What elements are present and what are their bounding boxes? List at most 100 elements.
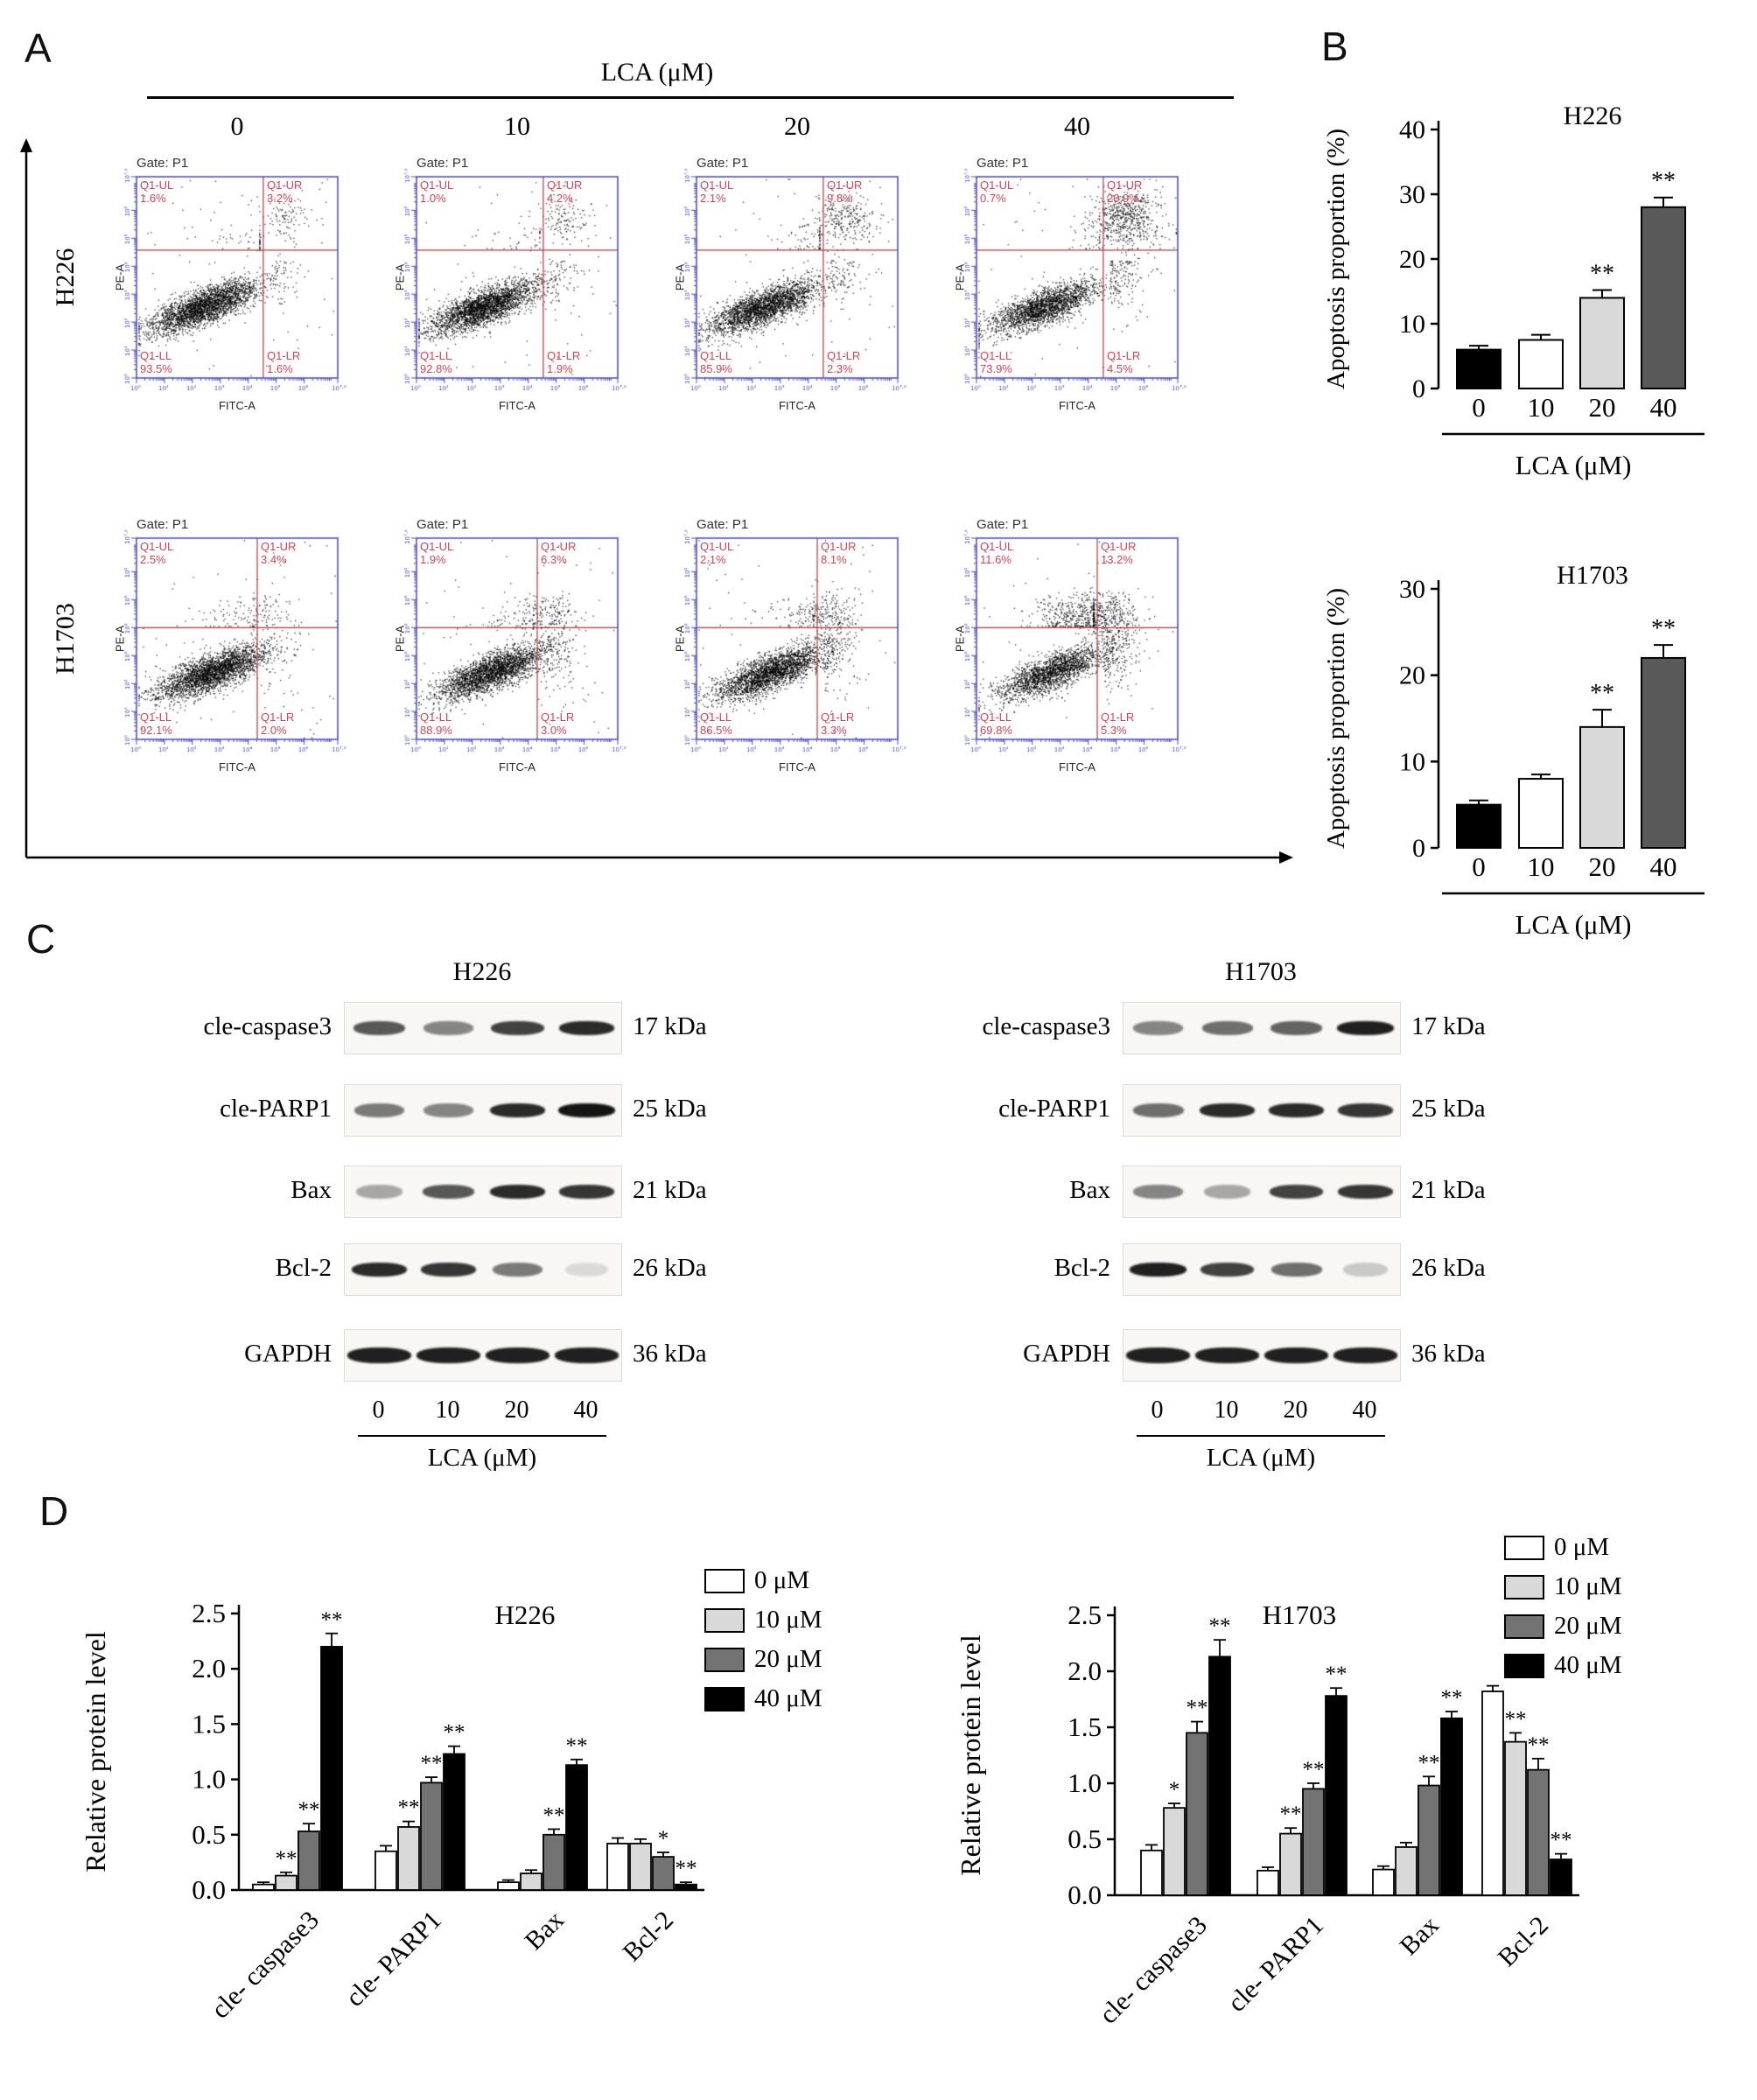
band bbox=[1133, 1021, 1183, 1035]
chart-title: H226 bbox=[1564, 102, 1622, 130]
y-tick-label: 0.5 bbox=[192, 1819, 226, 1850]
bar bbox=[1279, 1832, 1302, 1896]
band bbox=[424, 1103, 473, 1117]
blot-H226-Bcl-2 bbox=[344, 1243, 622, 1296]
quadrant-label: Q1-UL 11.6% bbox=[980, 540, 1014, 566]
quadrant-label: Q1-UR 4.2% bbox=[547, 178, 583, 205]
x-tick-label: 10 bbox=[1528, 851, 1555, 882]
kda-label: 17 kDa bbox=[1411, 1012, 1486, 1040]
bar bbox=[374, 1850, 397, 1891]
category-label: cle- PARP1 bbox=[340, 1906, 447, 2012]
legend-swatch bbox=[1504, 1654, 1544, 1678]
pe-a-axis-label: PE-A bbox=[673, 625, 687, 653]
bar bbox=[629, 1843, 652, 1891]
band bbox=[559, 1185, 614, 1199]
quadrant-label: Q1-UR 3.4% bbox=[261, 540, 297, 566]
flow-scatter-canvas bbox=[96, 510, 376, 773]
band bbox=[1337, 1021, 1394, 1035]
lane-label: 10 bbox=[1214, 1396, 1239, 1424]
gate-label: Gate: P1 bbox=[416, 156, 469, 171]
bar bbox=[1641, 656, 1686, 849]
flow-plot-H226-20uM: Gate: P1 Q1-UL 2.1% Q1-UR 9.8% Q1-LL 85.9% Q1-L… bbox=[656, 149, 936, 424]
bar bbox=[606, 1843, 629, 1891]
blot-H226-Bax bbox=[344, 1166, 622, 1218]
fitc-a-axis-label: FITC-A bbox=[1059, 760, 1096, 774]
significance: ** bbox=[1590, 261, 1614, 288]
flow-scatter-canvas bbox=[96, 149, 376, 411]
band bbox=[490, 1021, 545, 1035]
lane-label: 0 bbox=[1151, 1396, 1164, 1424]
kda-label: 17 kDa bbox=[633, 1012, 707, 1040]
legend-label: 40 μM bbox=[754, 1684, 822, 1712]
legend-swatch bbox=[1504, 1614, 1544, 1639]
kda-label: 21 kDa bbox=[1411, 1176, 1486, 1204]
gate-label: Gate: P1 bbox=[416, 517, 469, 532]
category-label: cle- caspase3 bbox=[206, 1906, 325, 2025]
lane-label: 20 bbox=[504, 1396, 529, 1424]
quadrant-label: Q1-LR 3.3% bbox=[821, 710, 855, 737]
flow-scatter-canvas bbox=[936, 149, 1216, 411]
quadrant-label: Q1-LL 93.5% bbox=[140, 349, 172, 375]
y-axis-label: Relative protein level bbox=[955, 1634, 986, 1876]
legend-label: 40 μM bbox=[1554, 1651, 1622, 1679]
apoptosis-chart-h1703: Apoptosis proportion (%) 0 10 20 30 H1703 0 10 *… bbox=[1322, 561, 1704, 940]
panel-a-axis-arrows bbox=[20, 138, 1293, 864]
quadrant-label: Q1-UR 6.3% bbox=[541, 540, 577, 566]
fitc-a-axis-label: FITC-A bbox=[499, 399, 536, 412]
flow-scatter-canvas bbox=[376, 149, 656, 411]
band bbox=[489, 1103, 546, 1117]
category-label: Bcl-2 bbox=[617, 1906, 678, 1967]
flow-plot-H226-0uM: Gate: P1 Q1-UL 1.6% Q1-UR 3.2% Q1-LL 93.5% Q1-L… bbox=[96, 149, 376, 424]
pe-a-axis-label: PE-A bbox=[673, 263, 687, 291]
bar bbox=[252, 1883, 275, 1891]
x-axis-label: LCA (μM) bbox=[1516, 909, 1632, 940]
protein-level-chart-h1703: Relative protein level 0.0 0.5 1.0 1.5 2.0 2.5… bbox=[955, 1533, 1622, 2029]
quadrant-label: Q1-LL 69.8% bbox=[980, 710, 1012, 737]
band bbox=[558, 1021, 615, 1035]
bar bbox=[1641, 206, 1686, 389]
fitc-a-axis-label: FITC-A bbox=[779, 760, 816, 774]
significance: ** bbox=[1441, 1686, 1463, 1710]
significance: ** bbox=[1280, 1802, 1302, 1826]
blot-H1703-GAPDH bbox=[1123, 1329, 1401, 1382]
significance: ** bbox=[1651, 615, 1676, 642]
category-label: Bcl-2 bbox=[1492, 1911, 1553, 1972]
y-tick-label: 0 bbox=[1412, 834, 1425, 863]
chart-title: H1703 bbox=[1263, 1600, 1336, 1630]
significance: ** bbox=[1186, 1697, 1208, 1720]
bar bbox=[565, 1764, 588, 1891]
kda-label: 21 kDa bbox=[633, 1176, 707, 1204]
flow-scatter-canvas bbox=[936, 510, 1216, 773]
band bbox=[489, 1185, 546, 1199]
pe-a-axis-label: PE-A bbox=[393, 263, 407, 291]
blot-H226-cle-caspase3 bbox=[344, 1002, 622, 1054]
x-tick-label: 40 bbox=[1650, 851, 1677, 882]
bar bbox=[1186, 1732, 1208, 1896]
significance: ** bbox=[1209, 1614, 1231, 1638]
y-tick-label: 1.0 bbox=[1068, 1768, 1102, 1798]
band bbox=[492, 1263, 543, 1277]
protein-label: Bcl-2 bbox=[275, 1254, 332, 1282]
flow-plot-H1703-10uM: Gate: P1 Q1-UL 1.9% Q1-UR 6.3% Q1-LL 88.9% Q1-L… bbox=[376, 510, 656, 786]
bar bbox=[1325, 1695, 1348, 1896]
bar bbox=[1418, 1784, 1440, 1896]
bar bbox=[1456, 348, 1502, 390]
kda-label: 26 kDa bbox=[1411, 1254, 1486, 1282]
dose-header-10: 10 bbox=[504, 112, 530, 141]
y-tick-label: 20 bbox=[1399, 245, 1425, 274]
bar bbox=[1579, 297, 1625, 389]
legend-swatch bbox=[1504, 1575, 1544, 1600]
quadrant-label: Q1-LL 85.9% bbox=[700, 349, 732, 375]
significance: ** bbox=[298, 1798, 320, 1822]
bar bbox=[1456, 803, 1502, 849]
lane-label: 40 bbox=[573, 1396, 598, 1424]
band bbox=[555, 1348, 619, 1363]
protein-level-chart-h226: Relative protein level 0.0 0.5 1.0 1.5 2.0 2.5… bbox=[80, 1566, 822, 2025]
kda-label: 36 kDa bbox=[1411, 1340, 1486, 1368]
y-tick-label: 0.0 bbox=[192, 1874, 226, 1905]
dose-header-40: 40 bbox=[1064, 112, 1090, 141]
quadrant-label: Q1-LR 3.0% bbox=[541, 710, 575, 737]
fitc-a-axis-label: FITC-A bbox=[499, 760, 536, 774]
category-label: Bax bbox=[1394, 1911, 1445, 1962]
